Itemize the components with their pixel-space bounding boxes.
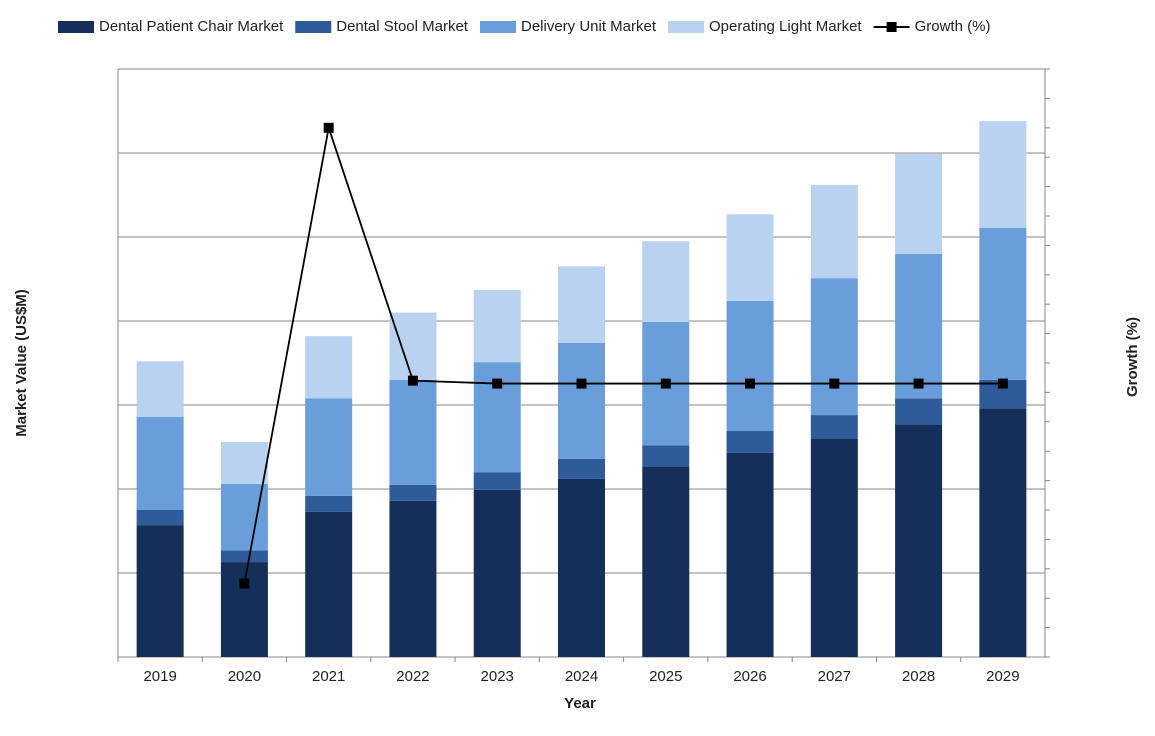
x-tick-label: 2021 <box>312 668 345 685</box>
x-tick-label: 2024 <box>565 668 598 685</box>
legend-swatch <box>479 21 516 33</box>
bar-segment <box>473 472 521 490</box>
bar-segment <box>979 408 1027 657</box>
bar-segment <box>895 398 943 425</box>
bar-segment <box>220 562 268 657</box>
bar-segment <box>389 312 437 380</box>
growth-marker <box>239 578 250 589</box>
x-tick-label: 2027 <box>818 668 851 685</box>
bar-segment <box>473 289 521 363</box>
bar-segment <box>810 415 858 439</box>
growth-marker <box>829 378 840 389</box>
bar-segment <box>558 342 605 459</box>
bar-segment <box>220 441 268 484</box>
bar-segment <box>642 445 690 467</box>
growth-marker <box>407 375 418 386</box>
growth-marker <box>913 378 924 389</box>
bar-segment <box>305 495 353 512</box>
growth-marker <box>745 378 756 389</box>
bar-segment <box>895 153 943 254</box>
growth-line <box>243 127 1003 584</box>
bar-segment <box>305 336 353 399</box>
bar-segment <box>895 253 943 399</box>
bar-segment <box>726 431 774 453</box>
legend-label: Growth (%) <box>915 18 991 35</box>
bar-segment <box>979 121 1027 228</box>
bar-segment <box>810 438 858 657</box>
legend-label: Dental Stool Market <box>336 18 469 35</box>
bar-segment <box>305 398 353 496</box>
x-tick-label: 2019 <box>143 668 176 685</box>
x-tick-label: 2025 <box>649 668 682 685</box>
bar-segment <box>810 278 858 416</box>
bar-segment <box>558 478 605 657</box>
x-tick-label: 2026 <box>733 668 766 685</box>
bar-segment <box>726 300 774 432</box>
bar-segment <box>136 361 184 417</box>
bar-segment <box>726 214 774 301</box>
legend-swatch-marker <box>886 22 897 32</box>
x-tick-label: 2020 <box>228 668 261 685</box>
legend-label: Operating Light Market <box>709 18 862 35</box>
bar-segment <box>136 510 184 526</box>
x-tick-label: 2022 <box>396 668 429 685</box>
bar-segment <box>473 489 521 657</box>
bar-segment <box>389 500 437 657</box>
bar-segment <box>558 266 605 343</box>
bar-segment <box>136 525 184 657</box>
bar-segment <box>389 484 437 501</box>
bar-segment <box>810 184 858 279</box>
x-axis-label: Year <box>564 695 596 712</box>
bar-segment <box>389 379 437 485</box>
bar-segment <box>642 241 690 322</box>
x-tick-label: 2029 <box>986 668 1019 685</box>
legend-label: Dental Patient Chair Market <box>99 18 284 35</box>
x-tick-label: 2023 <box>481 668 514 685</box>
legend-swatch <box>668 21 705 33</box>
growth-marker <box>660 378 671 389</box>
growth-marker <box>323 122 334 133</box>
bar-segment <box>220 550 268 563</box>
bar-segment <box>642 466 690 657</box>
bar-segment <box>979 227 1027 380</box>
y2-axis-label: Growth (%) <box>1124 317 1141 397</box>
bar-segment <box>726 452 774 657</box>
x-tick-label: 2028 <box>902 668 935 685</box>
bar-segment <box>305 511 353 657</box>
bar-segment <box>136 416 184 510</box>
legend-label: Delivery Unit Market <box>521 18 657 35</box>
growth-marker <box>492 378 503 389</box>
growth-marker <box>576 378 587 389</box>
legend-swatch <box>295 21 332 33</box>
bar-segment <box>895 424 943 657</box>
bar-segment <box>558 458 605 479</box>
growth-marker <box>997 378 1008 389</box>
legend-swatch <box>58 21 94 33</box>
y-axis-label: Market Value (US$M) <box>13 289 30 437</box>
